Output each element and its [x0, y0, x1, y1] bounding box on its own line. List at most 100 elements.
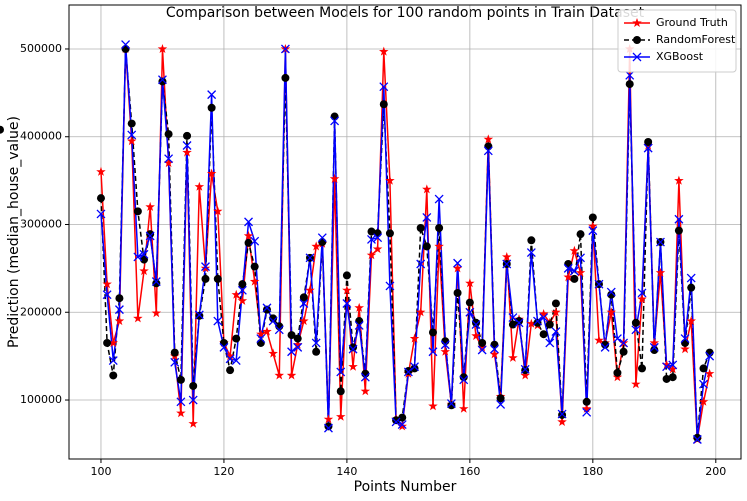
- point-marker: [514, 318, 524, 328]
- legend-marker: [632, 52, 642, 62]
- point-marker: [366, 250, 377, 260]
- point-marker: [582, 407, 592, 417]
- point-marker: [269, 314, 278, 323]
- point-marker: [588, 226, 598, 236]
- point-marker: [545, 338, 555, 348]
- point-marker: [96, 194, 105, 203]
- point-marker: [145, 231, 155, 241]
- point-marker: [189, 381, 198, 390]
- point-marker: [280, 44, 290, 54]
- legend-label: XGBoost: [656, 50, 704, 63]
- point-marker: [686, 316, 696, 326]
- point-marker: [385, 229, 394, 238]
- point-marker: [287, 347, 297, 357]
- point-marker: [121, 44, 130, 53]
- point-marker: [686, 273, 696, 283]
- point-marker: [348, 344, 358, 354]
- point-marker: [440, 346, 450, 356]
- point-marker: [349, 343, 358, 352]
- point-marker: [342, 271, 351, 280]
- point-marker: [440, 340, 450, 350]
- y-tick-label: 500000: [20, 42, 62, 55]
- point-marker: [102, 290, 112, 300]
- point-marker: [692, 435, 702, 444]
- point-marker: [575, 267, 586, 277]
- point-marker: [379, 82, 389, 92]
- point-marker: [127, 130, 137, 140]
- point-marker: [207, 103, 216, 112]
- point-marker: [434, 194, 444, 204]
- point-marker: [250, 262, 259, 271]
- point-marker: [588, 221, 598, 231]
- legend-label: RandomForest: [656, 33, 736, 46]
- point-marker: [256, 334, 266, 344]
- point-marker: [637, 288, 647, 298]
- point-marker: [146, 230, 155, 239]
- point-marker: [526, 318, 537, 328]
- point-marker: [551, 299, 560, 308]
- point-marker: [452, 263, 463, 273]
- point-marker: [133, 207, 142, 216]
- point-marker: [379, 100, 388, 109]
- point-marker: [680, 334, 690, 344]
- point-marker: [183, 131, 192, 140]
- point-marker: [342, 285, 352, 295]
- x-tick-label: 180: [582, 465, 603, 478]
- point-marker: [397, 421, 407, 431]
- point-marker: [465, 278, 475, 288]
- point-marker: [428, 347, 438, 357]
- point-marker: [631, 318, 640, 327]
- point-marker: [625, 70, 635, 80]
- point-marker: [551, 327, 561, 337]
- y-tick-label: 100000: [20, 393, 62, 406]
- point-marker: [385, 281, 395, 291]
- point-marker: [515, 317, 524, 326]
- point-marker: [625, 80, 634, 89]
- point-marker: [157, 75, 167, 85]
- point-marker: [103, 338, 112, 347]
- point-marker: [385, 175, 395, 185]
- point-marker: [367, 234, 376, 244]
- point-marker: [317, 233, 327, 243]
- point-marker: [299, 293, 308, 302]
- point-marker: [299, 316, 309, 326]
- point-marker: [539, 313, 549, 322]
- point-marker: [699, 364, 708, 373]
- point-marker: [422, 213, 432, 222]
- point-marker: [200, 263, 211, 273]
- point-marker: [483, 134, 494, 144]
- point-marker: [268, 348, 278, 358]
- point-marker: [225, 354, 235, 364]
- point-marker: [545, 320, 554, 329]
- point-marker: [170, 348, 179, 357]
- point-marker: [114, 316, 125, 326]
- point-marker: [435, 224, 444, 233]
- point-marker: [157, 44, 168, 53]
- point-marker: [484, 142, 493, 151]
- point-marker: [607, 290, 616, 299]
- point-marker: [606, 307, 616, 317]
- point-marker: [158, 77, 167, 86]
- point-marker: [398, 413, 407, 422]
- point-marker: [102, 279, 112, 289]
- point-marker: [619, 338, 629, 348]
- point-marker: [631, 379, 641, 389]
- point-marker: [600, 342, 610, 352]
- legend-marker: [633, 36, 641, 44]
- point-marker: [250, 236, 260, 246]
- point-marker: [471, 331, 481, 340]
- point-marker: [459, 375, 469, 385]
- x-axis-label: Points Number: [354, 479, 457, 495]
- point-marker: [680, 344, 690, 354]
- point-marker: [114, 305, 124, 315]
- point-marker: [606, 287, 616, 297]
- point-marker: [244, 238, 253, 247]
- point-marker: [687, 283, 696, 292]
- point-marker: [348, 361, 358, 371]
- legend-label: Ground Truth: [656, 16, 728, 29]
- point-marker: [108, 338, 118, 347]
- point-marker: [176, 397, 186, 407]
- x-tick-label: 160: [459, 465, 480, 478]
- point-marker: [465, 298, 474, 307]
- point-marker: [299, 299, 309, 308]
